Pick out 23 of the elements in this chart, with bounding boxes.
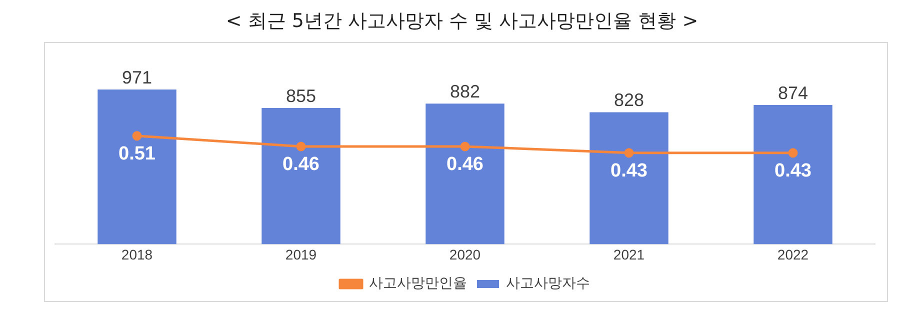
bar [590, 112, 668, 244]
legend-label: 사고사망만인율 [369, 276, 467, 292]
data-label: 0.46 [446, 154, 484, 176]
legend-label: 사고사망자수 [506, 276, 590, 292]
data-label: 0.51 [118, 144, 156, 165]
chart-title: < 최근 5년간 사고사망자 수 및 사고사망만인율 현황 > [224, 9, 700, 34]
bar [262, 108, 340, 244]
data-label: 828 [614, 90, 644, 110]
data-label: 874 [778, 82, 808, 103]
bar [98, 89, 176, 244]
x-tick-label: 2019 [285, 246, 317, 262]
data-label: 0.46 [282, 154, 320, 176]
data-label: 0.43 [610, 160, 648, 182]
x-tick-label: 2021 [613, 246, 645, 262]
data-label: 971 [122, 67, 152, 88]
x-tick-label: 2018 [121, 246, 153, 262]
x-tick-label: 2020 [449, 246, 481, 262]
data-label: 0.43 [774, 160, 812, 182]
bar [754, 104, 832, 244]
bar [426, 104, 504, 244]
data-label: 882 [450, 82, 480, 102]
data-label: 855 [286, 86, 316, 106]
x-tick-label: 2022 [777, 246, 809, 262]
